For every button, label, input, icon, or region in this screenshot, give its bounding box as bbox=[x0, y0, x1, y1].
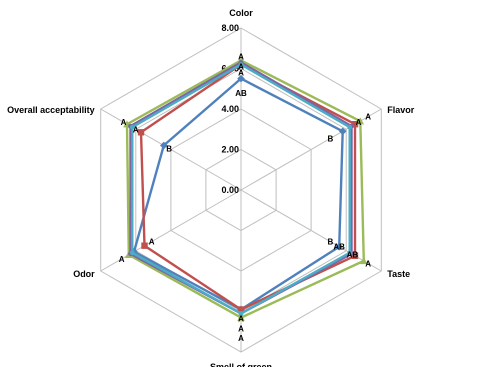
data-point bbox=[238, 311, 244, 316]
data-point bbox=[238, 62, 244, 67]
series-line bbox=[125, 59, 365, 319]
axis-labels: Color Flavor Taste Smell of green Odor Overal… bbox=[7, 8, 415, 367]
grid-spoke-4 bbox=[100, 189, 242, 272]
tick-label: 4.00 bbox=[221, 104, 239, 114]
data-point bbox=[347, 124, 353, 130]
tick-label: 2.00 bbox=[221, 145, 239, 155]
data-point bbox=[351, 252, 359, 259]
data-point bbox=[359, 257, 368, 265]
data-point bbox=[141, 242, 148, 249]
data-point bbox=[338, 127, 347, 136]
data-point bbox=[351, 121, 359, 128]
tick-label: 8.00 bbox=[221, 23, 239, 33]
significance-label: B bbox=[328, 134, 334, 143]
data-point bbox=[160, 141, 168, 150]
grid-spoke-5 bbox=[100, 108, 242, 191]
significance-label: AB bbox=[235, 89, 247, 98]
significance-label: A bbox=[119, 255, 125, 264]
significance-label: A bbox=[238, 325, 244, 334]
significance-label: A bbox=[238, 52, 244, 61]
tick-label: 0.00 bbox=[221, 185, 239, 195]
data-point bbox=[129, 250, 135, 256]
significance-label: A bbox=[365, 113, 371, 122]
data-series bbox=[123, 56, 368, 321]
axis-label: Smell of green bbox=[210, 362, 272, 367]
significance-label: AB bbox=[333, 243, 345, 252]
significance-label: A bbox=[238, 63, 244, 72]
data-point bbox=[237, 313, 245, 321]
significance-label: A bbox=[133, 125, 139, 134]
significance-label: A bbox=[149, 238, 155, 247]
data-point bbox=[356, 117, 365, 125]
axis-label: Flavor bbox=[387, 105, 415, 115]
significance-label: A bbox=[238, 315, 244, 324]
significance-label: A bbox=[356, 118, 362, 127]
data-point bbox=[129, 124, 135, 130]
axis-label: Overall acceptability bbox=[7, 105, 95, 115]
series-4 bbox=[129, 62, 353, 316]
axis-label: Taste bbox=[387, 269, 410, 279]
significance-label: A bbox=[365, 259, 371, 268]
significance-label: B bbox=[328, 238, 334, 247]
data-point bbox=[335, 242, 344, 251]
data-point bbox=[347, 250, 353, 256]
data-point bbox=[237, 74, 245, 83]
data-point bbox=[237, 306, 245, 313]
significance-label: A bbox=[238, 334, 244, 343]
significance-label: AB bbox=[347, 250, 359, 259]
axis-label: Color bbox=[229, 8, 253, 18]
radial-tick-labels: 0.002.004.006.008.00 bbox=[221, 23, 239, 195]
significance-label: A bbox=[121, 118, 127, 127]
data-point bbox=[137, 129, 145, 136]
significance-label: A bbox=[238, 69, 244, 78]
axis-label: Odor bbox=[73, 269, 95, 279]
significance-label: B bbox=[166, 145, 172, 154]
